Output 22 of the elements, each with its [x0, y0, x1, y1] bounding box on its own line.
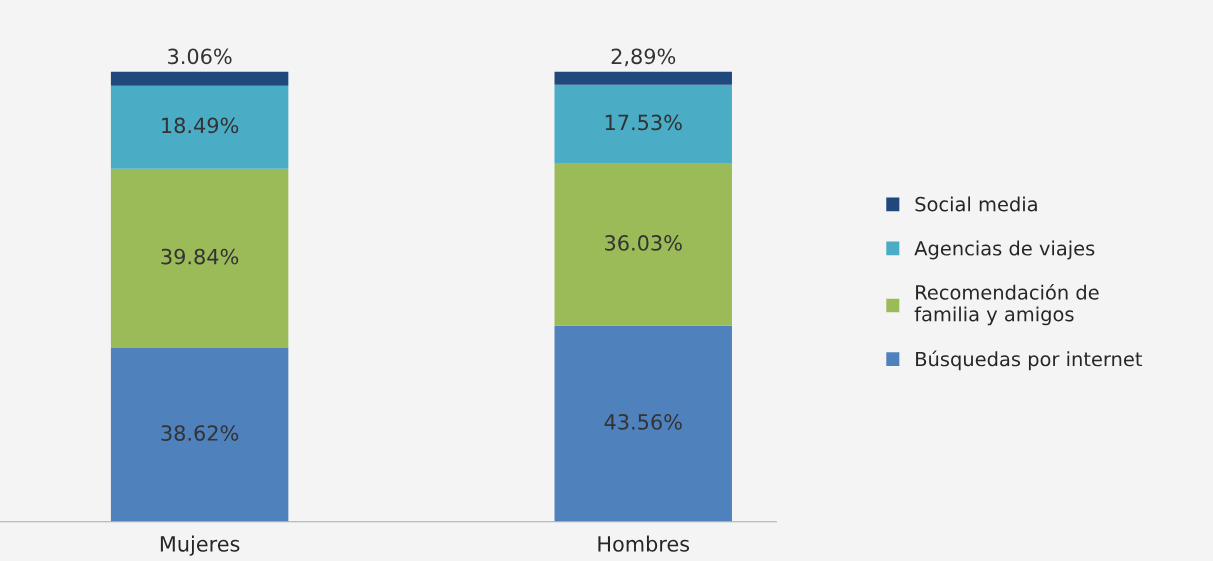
data-label: 38.62%	[161, 425, 239, 441]
bar	[110, 348, 289, 522]
bar	[554, 163, 732, 326]
legend-label: Búsquedas por internet	[916, 350, 1143, 371]
x-tick-label: Mujeres	[160, 535, 240, 556]
x-tick-label: Hombres	[598, 535, 690, 552]
bar	[554, 71, 732, 85]
data-label: 3.06%	[168, 48, 232, 65]
data-label: 17.53%	[605, 114, 682, 131]
bar	[554, 325, 732, 522]
legend-label: Social media	[915, 196, 1037, 212]
data-label: 2,89%	[611, 48, 676, 67]
bar	[110, 168, 289, 349]
data-label: 36.03%	[605, 235, 682, 251]
legend-label: Agencias de viajes	[914, 240, 1095, 260]
data-label: 43.56%	[604, 414, 682, 430]
legend-label: Recomendación de familia y amigos	[914, 283, 1099, 326]
data-label: 18.49%	[162, 117, 239, 134]
bar	[110, 71, 289, 86]
bar	[110, 85, 289, 169]
data-label: 39.84%	[161, 248, 239, 265]
bar	[554, 84, 732, 164]
